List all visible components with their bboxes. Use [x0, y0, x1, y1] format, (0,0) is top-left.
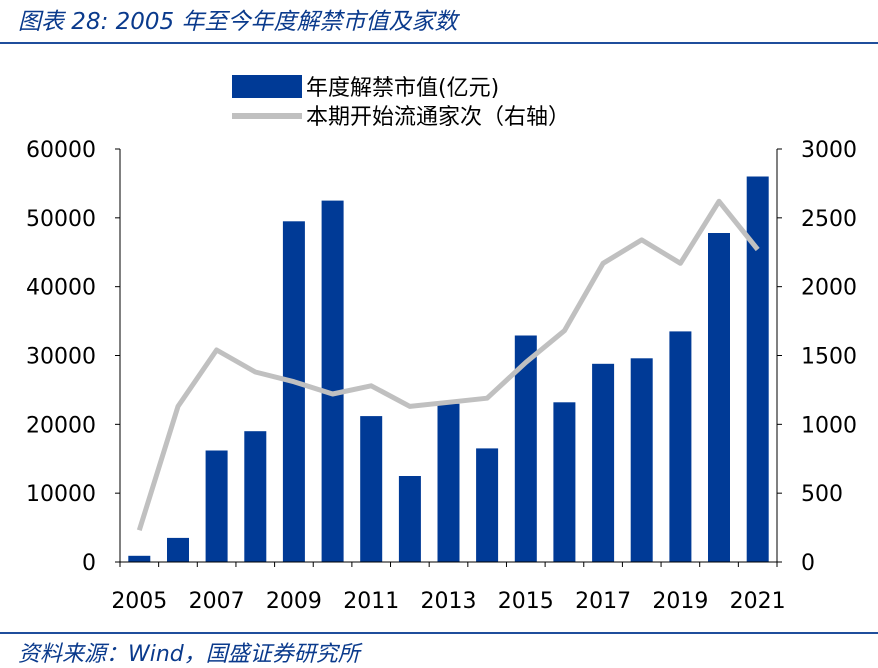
y-right-tick-label: 0: [801, 551, 815, 576]
line-series-path: [136, 198, 760, 532]
y-right-tick-label: 500: [801, 482, 843, 507]
y-left-tick-label: 10000: [26, 482, 96, 507]
bar-2021: [746, 176, 769, 562]
footer-divider: [0, 632, 878, 634]
y-left-tick-label: 40000: [26, 276, 96, 301]
y-left-tick-label: 0: [82, 551, 96, 576]
y-right-tick-label: 1000: [801, 413, 857, 438]
chart-title: 图表 28: 2005 年至今年度解禁市值及家数: [18, 9, 458, 35]
bar-2005: [128, 555, 151, 562]
x-tick-label: 2019: [652, 589, 708, 614]
line-series: [136, 198, 760, 532]
bar-2007: [205, 450, 228, 562]
y-right-tick-label: 1500: [801, 345, 857, 370]
x-tick-label: 2015: [498, 589, 554, 614]
y-right-tick-label: 2000: [801, 276, 857, 301]
legend: 年度解禁市值(亿元) 本期开始流通家次（右轴）: [232, 75, 570, 130]
x-tick-label: 2013: [421, 589, 477, 614]
title-divider: [0, 42, 878, 44]
bar-series: [128, 176, 769, 563]
x-tick-label: 2011: [343, 589, 399, 614]
source-note: 资料来源：Wind，国盛证券研究所: [18, 642, 360, 667]
x-tick-label: 2007: [189, 589, 245, 614]
legend-label-bar: 年度解禁市值(亿元): [306, 76, 499, 101]
bar-2011: [360, 416, 383, 562]
legend-swatch-bar: [232, 75, 302, 98]
axes: [115, 148, 782, 567]
bar-2016: [553, 402, 576, 562]
x-tick-label: 2005: [111, 589, 167, 614]
y-left-tick-label: 50000: [26, 207, 96, 232]
x-tick-label: 2017: [575, 589, 631, 614]
x-tick-label: 2009: [266, 589, 322, 614]
bar-2020: [708, 233, 730, 562]
y-left-tick-label: 60000: [26, 138, 96, 163]
bar-2008: [244, 431, 267, 562]
bar-2015: [514, 335, 537, 562]
bar-2009: [282, 221, 305, 563]
bar-2018: [630, 358, 653, 562]
x-tick-label: 2021: [730, 589, 786, 614]
bar-2019: [669, 331, 692, 562]
bar-2017: [592, 363, 615, 562]
y-left-tick-label: 20000: [26, 413, 96, 438]
bar-2014: [476, 448, 499, 562]
y-right-tick-label: 2500: [801, 207, 857, 232]
bar-2013: [437, 403, 460, 562]
bar-2010: [321, 200, 344, 562]
y-right-tick-label: 3000: [801, 138, 857, 163]
bar-2012: [398, 476, 421, 562]
y-left-tick-label: 30000: [26, 345, 96, 370]
tick-labels: 0 10000 20000 30000 40000 50000 60000 0 500 1000 1…: [26, 138, 857, 614]
bar-2006: [167, 537, 189, 562]
legend-label-line: 本期开始流通家次（右轴）: [306, 105, 570, 130]
